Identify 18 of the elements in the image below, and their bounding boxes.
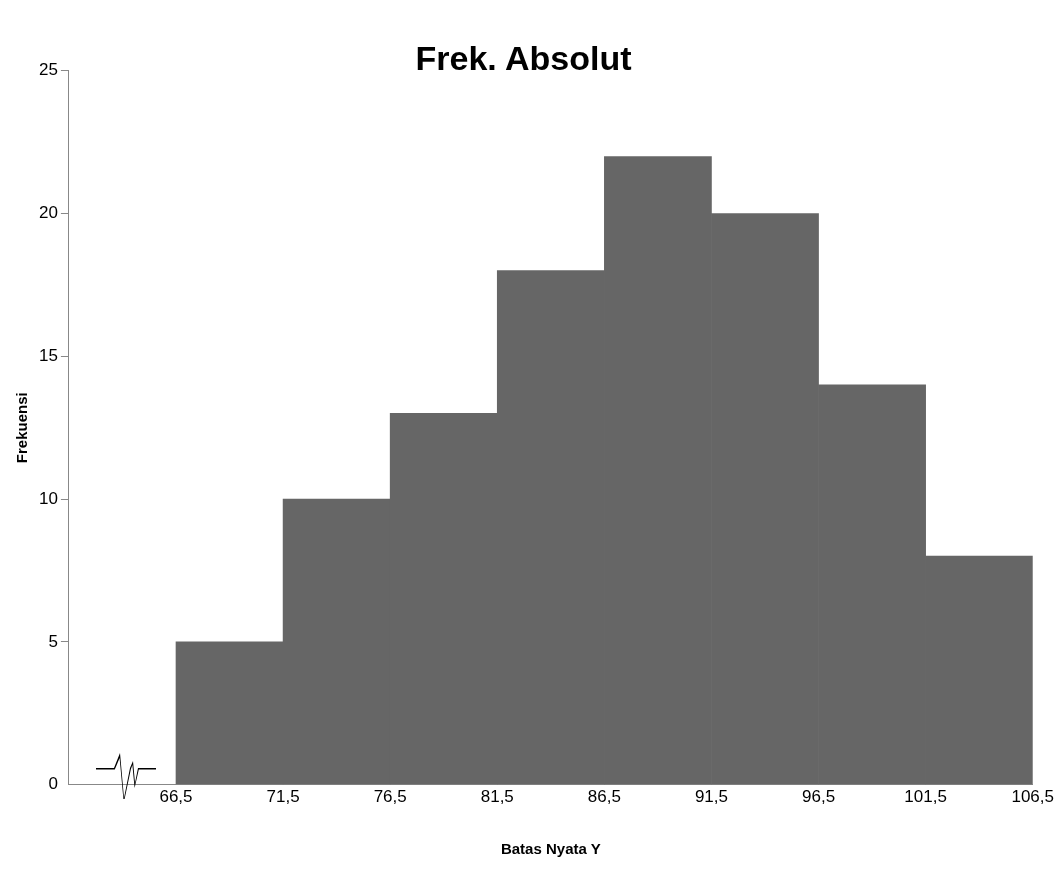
chart-title: Frek. Absolut [415, 38, 632, 77]
x-tick-label: 86,5 [587, 787, 621, 807]
y-tick-label: 25 [38, 60, 58, 80]
x-tick-label: 106,5 [1011, 787, 1054, 807]
x-axis-title: Batas Nyata Y [500, 840, 601, 858]
y-axis-title: Frekuensi [13, 392, 31, 464]
y-tick-label: 15 [38, 346, 58, 366]
x-tick-label: 101,5 [904, 787, 947, 807]
y-tick-label: 5 [48, 631, 58, 651]
x-tick-label: 91,5 [694, 787, 728, 807]
x-tick-label: 76,5 [373, 787, 407, 807]
x-tick-label: 81,5 [480, 787, 514, 807]
x-tick-label: 71,5 [266, 787, 300, 807]
x-tick-label: 66,5 [159, 787, 193, 807]
y-tick-label: 0 [48, 774, 58, 794]
x-tick-label: 96,5 [802, 787, 836, 807]
y-tick-label: 10 [38, 488, 58, 508]
y-tick-label: 20 [38, 203, 58, 223]
